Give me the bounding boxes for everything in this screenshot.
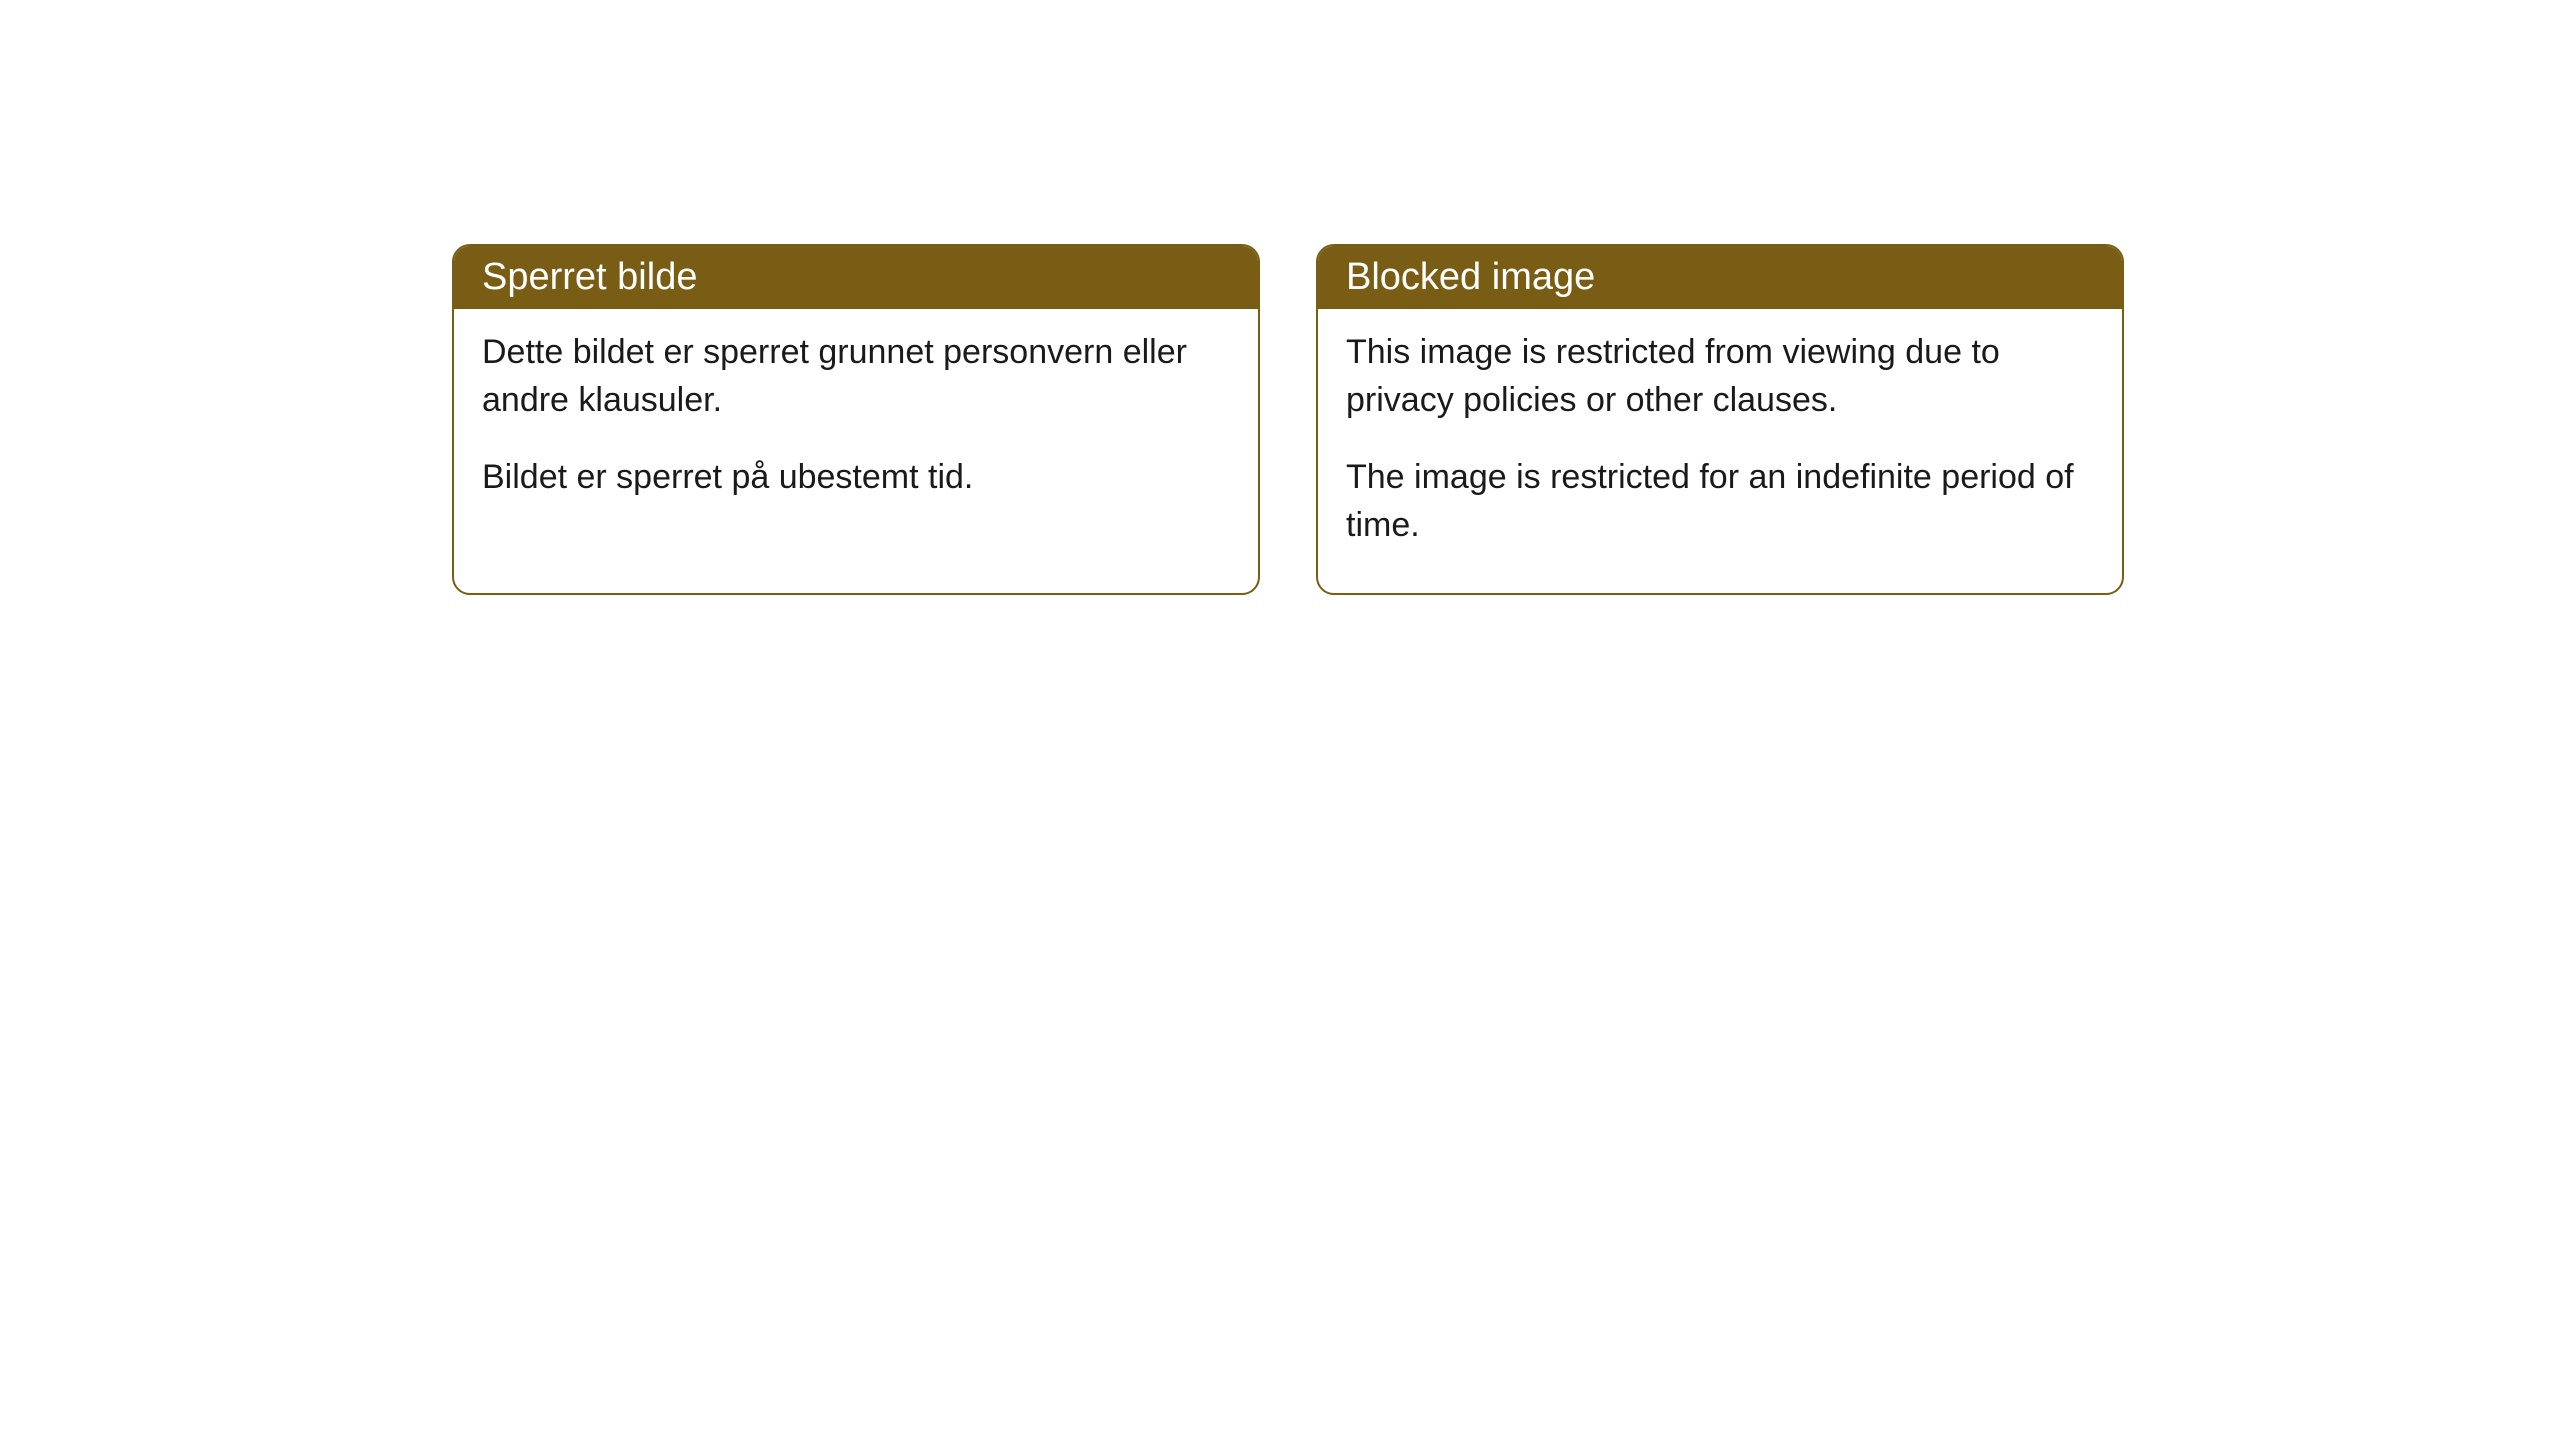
card-header-en: Blocked image	[1318, 246, 2122, 309]
card-body-no: Dette bildet er sperret grunnet personve…	[454, 309, 1258, 546]
card-header-no: Sperret bilde	[454, 246, 1258, 309]
blocked-image-card-no: Sperret bilde Dette bildet er sperret gr…	[452, 244, 1260, 595]
blocked-image-card-en: Blocked image This image is restricted f…	[1316, 244, 2124, 595]
card-paragraph: This image is restricted from viewing du…	[1346, 329, 2094, 424]
card-paragraph: Dette bildet er sperret grunnet personve…	[482, 329, 1230, 424]
card-paragraph: Bildet er sperret på ubestemt tid.	[482, 454, 1230, 502]
notice-cards-container: Sperret bilde Dette bildet er sperret gr…	[452, 244, 2124, 595]
card-paragraph: The image is restricted for an indefinit…	[1346, 454, 2094, 549]
card-body-en: This image is restricted from viewing du…	[1318, 309, 2122, 593]
